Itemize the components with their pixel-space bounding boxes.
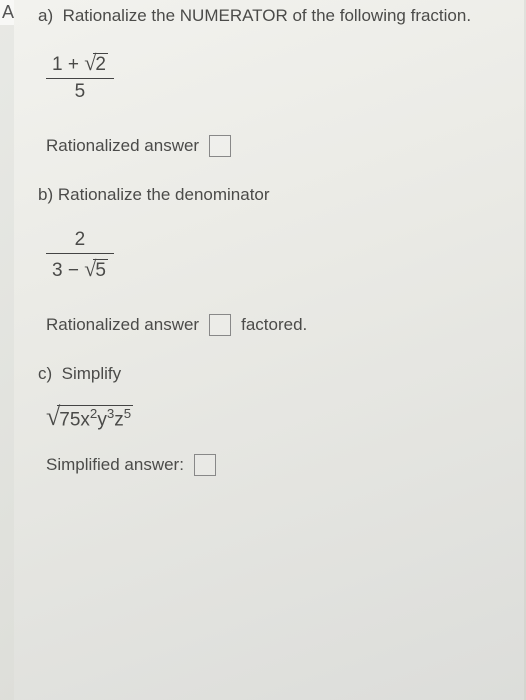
part-b-label: b)	[38, 185, 53, 204]
part-b-fraction: 2 3 − √5	[46, 229, 114, 282]
sqrt-icon: √5	[84, 256, 108, 282]
part-a-label: a)	[38, 6, 53, 25]
part-b-answer-row: Rationalized answer factored.	[46, 314, 504, 336]
part-b-text: Rationalize the denominator	[58, 185, 270, 204]
part-b-numerator: 2	[46, 229, 114, 254]
part-b-answer-box[interactable]	[209, 314, 231, 336]
part-c-label: c)	[38, 364, 52, 383]
part-c-text: Simplify	[62, 364, 122, 383]
part-a-answer-label: Rationalized answer	[46, 136, 199, 156]
sqrt-icon: √75x2y3z5	[46, 402, 133, 432]
part-b-answer-suffix: factored.	[241, 315, 307, 335]
worksheet-page: a) Rationalize the NUMERATOR of the foll…	[14, 0, 524, 700]
part-c-expression: √75x2y3z5	[46, 402, 504, 432]
part-a-text: Rationalize the NUMERATOR of the followi…	[63, 6, 472, 25]
part-a-answer-row: Rationalized answer	[46, 135, 504, 157]
part-a-fraction: 1 + √2 5	[46, 50, 114, 103]
part-b-prompt: b) Rationalize the denominator	[38, 185, 504, 205]
part-c-prompt: c) Simplify	[38, 364, 504, 384]
part-a-numerator: 1 + √2	[46, 50, 114, 79]
part-a-answer-box[interactable]	[209, 135, 231, 157]
part-b-denominator: 3 − √5	[46, 254, 114, 282]
part-c-answer-box[interactable]	[194, 454, 216, 476]
sqrt-icon: √2	[84, 50, 108, 76]
part-a-prompt: a) Rationalize the NUMERATOR of the foll…	[38, 6, 504, 26]
part-b-answer-label: Rationalized answer	[46, 315, 199, 335]
part-a-denominator: 5	[46, 79, 114, 103]
part-c-answer-row: Simplified answer:	[46, 454, 504, 476]
part-c-answer-label: Simplified answer:	[46, 455, 184, 475]
